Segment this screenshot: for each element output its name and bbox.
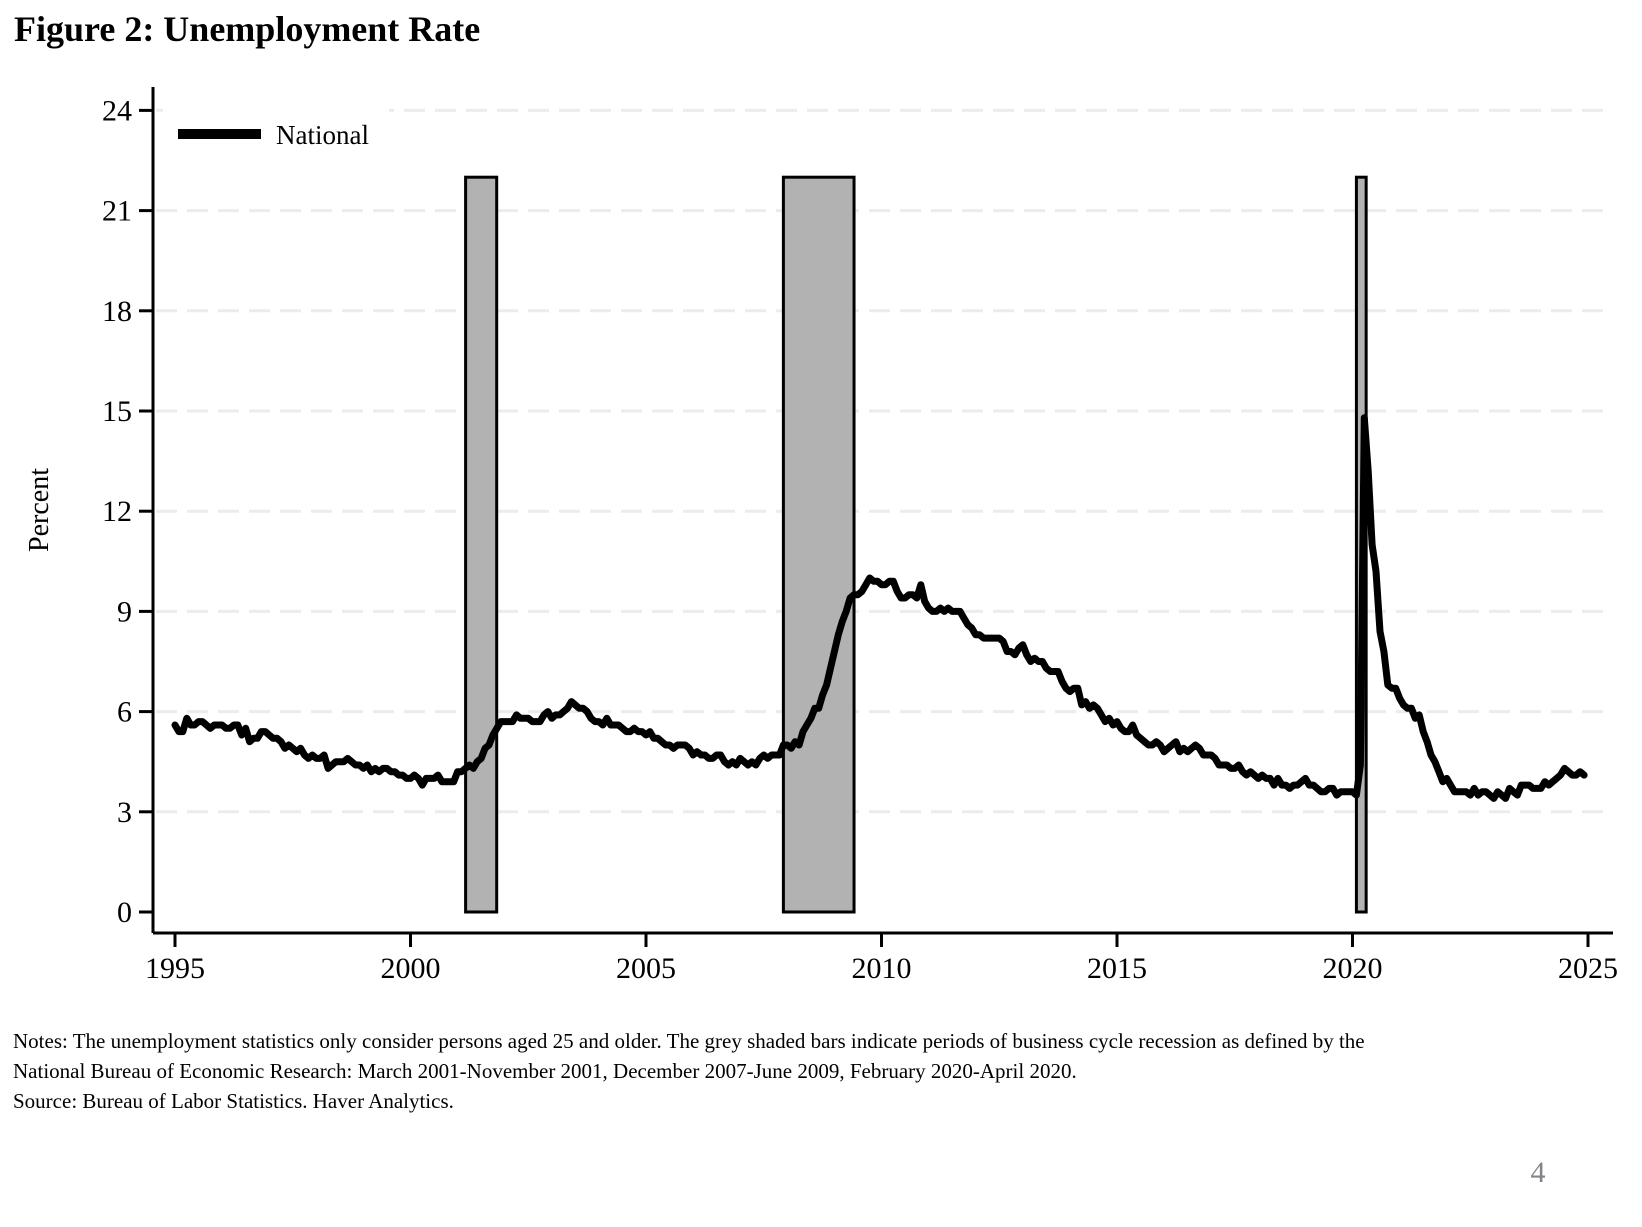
y-tick-label: 9 (117, 595, 132, 628)
x-tick-label: 2015 (1087, 952, 1147, 985)
x-tick-label: 2005 (616, 952, 676, 985)
y-tick-label: 0 (117, 896, 132, 929)
legend-label: National (276, 120, 369, 150)
x-tick-label: 2020 (1323, 952, 1383, 985)
notes-line-1: Notes: The unemployment statistics only … (13, 1029, 1365, 1053)
x-tick-label: 1995 (145, 952, 205, 985)
x-tick-label: 2010 (852, 952, 912, 985)
figure-notes: Notes: The unemployment statistics only … (13, 1026, 1631, 1116)
y-tick-label: 12 (102, 495, 132, 528)
notes-line-2: National Bureau of Economic Research: Ma… (13, 1059, 1077, 1083)
figure-title: Figure 2: Unemployment Rate (14, 9, 481, 49)
y-axis-title: Percent (24, 468, 55, 552)
x-tick-label: 2025 (1558, 952, 1618, 985)
y-tick-label: 3 (117, 796, 132, 829)
recession-band (464, 175, 499, 914)
y-tick-label: 6 (117, 696, 132, 729)
y-tick-label: 24 (102, 94, 132, 127)
recession-band (781, 175, 856, 914)
x-tick-label: 2000 (381, 952, 441, 985)
page-number: 4 (1530, 1156, 1546, 1189)
unemployment-rate-chart: National 0 3 6 9 12 15 18 21 24 1995 2000 2005 2010 20… (24, 87, 1618, 985)
y-tick-label: 15 (102, 395, 132, 428)
national-series-line (171, 414, 1588, 802)
y-tick-label: 21 (102, 195, 132, 228)
y-tick-label: 18 (102, 295, 132, 328)
notes-line-3: Source: Bureau of Labor Statistics. Have… (13, 1089, 454, 1113)
